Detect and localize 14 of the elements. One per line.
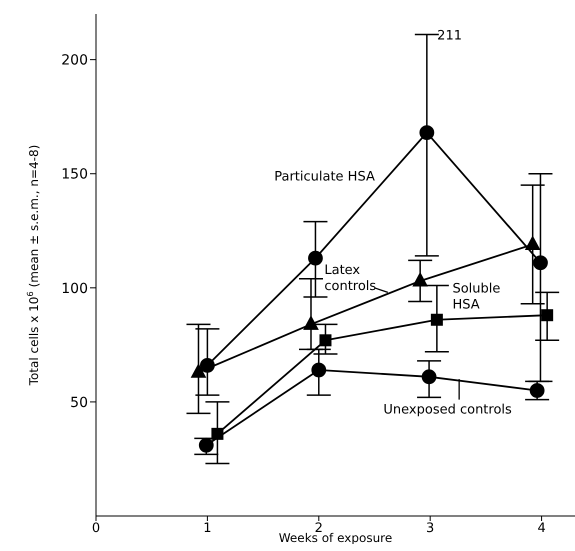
- annotation: 211: [437, 28, 462, 44]
- x-tick-label: 2: [314, 521, 323, 536]
- series-label: Particulate HSA: [274, 170, 375, 185]
- y-tick-label: 100: [61, 280, 88, 297]
- y-tick-label: 200: [61, 52, 88, 69]
- x-tick-label: 3: [426, 521, 434, 536]
- y-tick-label: 50: [70, 394, 88, 411]
- y-tick-label: 150: [61, 166, 88, 183]
- series-label: Latex controls: [324, 263, 376, 294]
- legend-label: Unexposed controls: [383, 402, 512, 418]
- x-tick-label: 0: [92, 521, 100, 536]
- series-label: Soluble HSA: [452, 281, 500, 312]
- x-tick-label: 4: [537, 521, 546, 536]
- x-tick-label: 1: [203, 521, 212, 536]
